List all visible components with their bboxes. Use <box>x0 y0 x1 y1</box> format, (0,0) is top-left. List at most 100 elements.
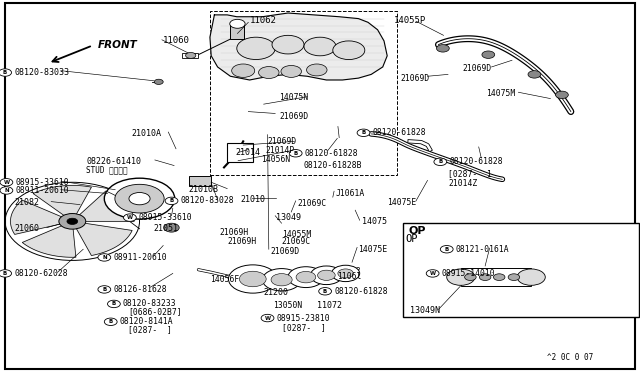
Text: J1061A: J1061A <box>335 189 365 198</box>
Text: 13049N: 13049N <box>410 306 440 315</box>
Circle shape <box>508 274 520 280</box>
Circle shape <box>493 274 505 280</box>
Circle shape <box>129 193 150 205</box>
Bar <box>189 176 211 186</box>
Text: 13049: 13049 <box>276 213 301 222</box>
Circle shape <box>440 246 453 253</box>
Circle shape <box>0 270 12 277</box>
Text: 21010B: 21010B <box>189 185 219 194</box>
Circle shape <box>281 65 301 77</box>
Text: [0287-  1: [0287- 1 <box>448 169 492 178</box>
Text: B: B <box>445 247 449 252</box>
Text: 08120-61828: 08120-61828 <box>372 128 426 137</box>
Circle shape <box>164 223 179 232</box>
Circle shape <box>317 270 335 280</box>
Text: 08120-8141A: 08120-8141A <box>120 317 173 326</box>
Text: 11072: 11072 <box>317 301 342 310</box>
Circle shape <box>232 64 255 77</box>
Text: 08915-23810: 08915-23810 <box>276 314 330 323</box>
Text: 08120-62028: 08120-62028 <box>14 269 68 278</box>
Text: 14056F: 14056F <box>210 275 239 284</box>
Circle shape <box>228 265 277 293</box>
Polygon shape <box>79 191 134 221</box>
Circle shape <box>230 19 245 28</box>
Text: 08120-61828: 08120-61828 <box>449 157 503 166</box>
Circle shape <box>319 288 332 295</box>
Text: 08120-83028: 08120-83028 <box>180 196 234 205</box>
Text: 14075N: 14075N <box>279 93 308 102</box>
Text: W: W <box>264 315 271 321</box>
Text: 14056N: 14056N <box>261 155 291 164</box>
Circle shape <box>124 214 136 221</box>
Text: 08120-61828: 08120-61828 <box>334 287 388 296</box>
Circle shape <box>436 45 449 52</box>
Text: 21069C: 21069C <box>298 199 327 208</box>
Text: 08911-20610: 08911-20610 <box>15 186 69 195</box>
Text: B: B <box>109 319 113 324</box>
Polygon shape <box>210 13 387 80</box>
Text: OP: OP <box>408 226 426 235</box>
Text: [0686-02B7]: [0686-02B7] <box>128 308 182 317</box>
Text: FRONT: FRONT <box>98 41 138 50</box>
Text: 1106l: 1106l <box>337 272 362 280</box>
Circle shape <box>0 187 13 194</box>
Text: B: B <box>112 301 116 307</box>
Text: 21010A: 21010A <box>131 129 161 138</box>
Text: 21069D: 21069D <box>400 74 429 83</box>
Polygon shape <box>76 223 132 256</box>
Circle shape <box>237 37 275 60</box>
Circle shape <box>556 91 568 99</box>
Circle shape <box>333 41 365 60</box>
Text: 14075E: 14075E <box>358 245 388 254</box>
Text: 21069C: 21069C <box>282 237 311 246</box>
Text: B: B <box>3 70 7 75</box>
Text: 13050N: 13050N <box>273 301 303 310</box>
Polygon shape <box>33 185 92 216</box>
Text: 21069D: 21069D <box>279 112 308 121</box>
Bar <box>461 268 531 286</box>
Circle shape <box>98 254 111 261</box>
Circle shape <box>296 272 316 283</box>
Text: [0287-  ]: [0287- ] <box>128 326 172 334</box>
Circle shape <box>261 314 274 322</box>
Circle shape <box>67 218 77 224</box>
Text: 21014: 21014 <box>236 148 261 157</box>
Polygon shape <box>10 200 63 234</box>
Circle shape <box>289 150 302 157</box>
Circle shape <box>108 300 120 308</box>
Text: 08915-14010: 08915-14010 <box>442 269 495 278</box>
Text: 21060: 21060 <box>14 224 39 233</box>
Circle shape <box>434 158 447 166</box>
Text: [0287-  ]: [0287- ] <box>282 324 326 333</box>
Text: 21069D: 21069D <box>463 64 492 73</box>
Text: 08911-20610: 08911-20610 <box>113 253 167 262</box>
Text: 08120-83233: 08120-83233 <box>123 299 177 308</box>
Bar <box>227 143 253 162</box>
Text: 21069H: 21069H <box>220 228 249 237</box>
Text: 21069D: 21069D <box>268 137 297 146</box>
Text: 14075: 14075 <box>362 217 387 226</box>
Circle shape <box>310 266 342 285</box>
Circle shape <box>259 67 279 78</box>
Circle shape <box>338 269 353 278</box>
Text: N: N <box>4 188 9 193</box>
Text: 08126-81628: 08126-81628 <box>113 285 167 294</box>
Circle shape <box>271 274 292 286</box>
Circle shape <box>104 178 175 219</box>
Bar <box>210 11 397 175</box>
Circle shape <box>479 274 491 280</box>
Circle shape <box>517 269 545 285</box>
Text: 21014Z: 21014Z <box>448 179 477 188</box>
Text: B: B <box>294 151 298 156</box>
Text: 21082: 21082 <box>14 198 39 207</box>
Circle shape <box>426 270 439 277</box>
Text: 21200: 21200 <box>264 288 289 297</box>
Circle shape <box>0 69 12 76</box>
Circle shape <box>154 79 163 84</box>
Circle shape <box>288 267 324 288</box>
Circle shape <box>115 184 164 213</box>
Text: 08121-0161A: 08121-0161A <box>456 245 509 254</box>
Text: 14075M: 14075M <box>486 89 516 98</box>
Text: 08915-33610: 08915-33610 <box>15 178 69 187</box>
Circle shape <box>272 35 304 54</box>
